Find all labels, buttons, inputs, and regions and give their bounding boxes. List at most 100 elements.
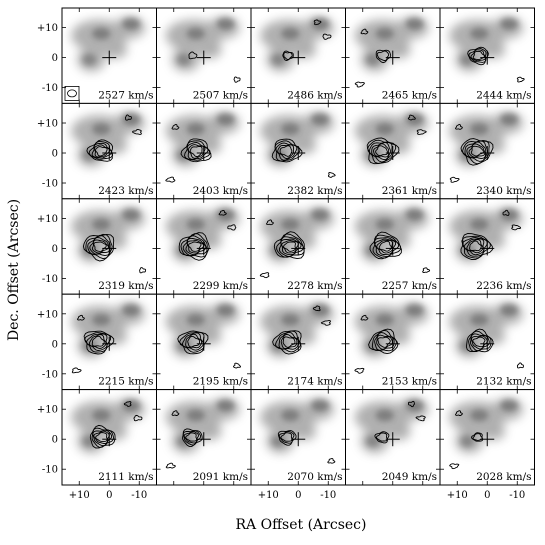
emission-contours	[465, 328, 524, 369]
x-tick-label: 0	[484, 490, 490, 501]
velocity-label: 2195 km/s	[193, 376, 248, 388]
channel-panel: 2132 km/s	[439, 293, 535, 391]
velocity-label: 2091 km/s	[193, 471, 248, 483]
velocity-label: 2111 km/s	[98, 471, 153, 483]
channel-panel: 2507 km/s	[156, 7, 252, 104]
panel-ticks	[156, 389, 251, 485]
channel-panel: 2236 km/s	[439, 198, 535, 295]
velocity-label: 2507 km/s	[193, 89, 248, 101]
channel-panel: 2382 km/s	[250, 102, 346, 200]
channel-panel: 2215 km/s	[61, 293, 157, 391]
channel-panel: 2361 km/s	[345, 102, 441, 200]
emission-contours	[165, 124, 212, 183]
emission-contours	[178, 210, 237, 261]
emission-contours	[272, 305, 332, 355]
panel-ticks	[62, 389, 157, 485]
panel-ticks	[156, 294, 251, 390]
emission-contours	[282, 19, 332, 61]
emission-contours	[177, 330, 241, 369]
velocity-label: 2028 km/s	[476, 471, 531, 483]
panel-ticks	[345, 103, 440, 199]
galaxy-grayscale-image	[354, 207, 429, 263]
panel-ticks	[345, 389, 440, 485]
y-tick-label: +10	[37, 309, 58, 320]
emission-contours	[354, 28, 392, 88]
y-tick-label: +10	[37, 405, 58, 416]
panel-ticks	[156, 198, 251, 295]
channel-panel: 2444 km/s	[439, 7, 535, 104]
emission-contours	[460, 209, 522, 261]
velocity-label: 2070 km/s	[287, 471, 342, 483]
y-tick-label: +10	[37, 119, 58, 130]
emission-contours	[82, 233, 147, 274]
channel-panel: 2111 km/s	[61, 389, 157, 486]
channel-panel: 2049 km/s	[345, 389, 441, 486]
y-tick-label: 0	[52, 53, 58, 64]
emission-contours	[277, 430, 336, 464]
x-tick-label: 0	[295, 490, 301, 501]
y-tick-label: +10	[37, 214, 58, 225]
channel-panel: 2486 km/s	[250, 7, 346, 104]
emission-contours	[449, 410, 484, 470]
channel-panel: 2195 km/s	[156, 293, 252, 391]
x-tick-label: 0	[106, 490, 112, 501]
y-tick-label: 0	[52, 435, 58, 446]
panel-ticks	[440, 294, 535, 390]
panel-ticks	[62, 103, 157, 199]
channel-panel: 2423 km/s	[61, 102, 157, 200]
galaxy-grayscale-image	[165, 16, 240, 72]
emission-contours	[89, 401, 143, 449]
galaxy-grayscale-image	[354, 16, 429, 72]
panel-ticks	[440, 103, 535, 199]
channel-panel: 2091 km/s	[156, 389, 252, 486]
galaxy-grayscale-image	[71, 16, 146, 72]
velocity-label: 2299 km/s	[193, 280, 248, 292]
velocity-label: 2527 km/s	[98, 89, 153, 101]
y-tick-label: -10	[42, 179, 58, 190]
galaxy-grayscale-image	[260, 398, 335, 454]
channel-panel: 2278 km/s	[250, 198, 346, 295]
panel-ticks	[345, 8, 440, 104]
y-tick-label: -10	[42, 83, 58, 94]
emission-contours	[259, 219, 305, 279]
panel-ticks	[345, 198, 440, 295]
emission-contours	[165, 410, 203, 469]
velocity-label: 2340 km/s	[476, 185, 531, 197]
emission-contours	[188, 51, 241, 83]
velocity-label: 2215 km/s	[98, 376, 153, 388]
velocity-label: 2403 km/s	[193, 185, 248, 197]
x-tick-label: -10	[320, 490, 336, 501]
emission-contours	[71, 314, 115, 374]
panel-ticks	[62, 294, 157, 390]
galaxy-grayscale-image	[260, 16, 335, 72]
y-tick-label: 0	[52, 339, 58, 350]
y-tick-label: 0	[52, 149, 58, 160]
emission-contours	[369, 231, 431, 273]
channel-panel: 2257 km/s	[345, 198, 441, 295]
y-tick-label: -10	[42, 274, 58, 285]
emission-contours	[354, 314, 399, 374]
y-tick-label: -10	[42, 369, 58, 380]
panel-ticks	[251, 389, 346, 485]
emission-contours	[271, 138, 336, 178]
galaxy-grayscale-image	[449, 398, 524, 454]
channel-panel: 2174 km/s	[250, 293, 346, 391]
x-tick-label: -10	[509, 490, 525, 501]
channel-panel: 2319 km/s	[61, 198, 157, 295]
y-tick-label: -10	[42, 465, 58, 476]
velocity-label: 2423 km/s	[98, 185, 153, 197]
beam-box	[64, 86, 80, 101]
galaxy-grayscale-image	[449, 112, 524, 168]
channel-panel: 2299 km/s	[156, 198, 252, 295]
panel-ticks	[345, 294, 440, 390]
emission-contours	[366, 114, 427, 165]
channel-panel: 2527 km/s	[61, 7, 157, 104]
galaxy-grayscale-image	[354, 302, 429, 358]
channel-panel: 2153 km/s	[345, 293, 441, 391]
emission-contours	[86, 114, 142, 162]
y-tick-label: 0	[52, 244, 58, 255]
velocity-label: 2465 km/s	[382, 89, 437, 101]
y-tick-label: +10	[37, 23, 58, 34]
panel-ticks	[251, 103, 346, 199]
velocity-label: 2153 km/s	[382, 376, 437, 388]
